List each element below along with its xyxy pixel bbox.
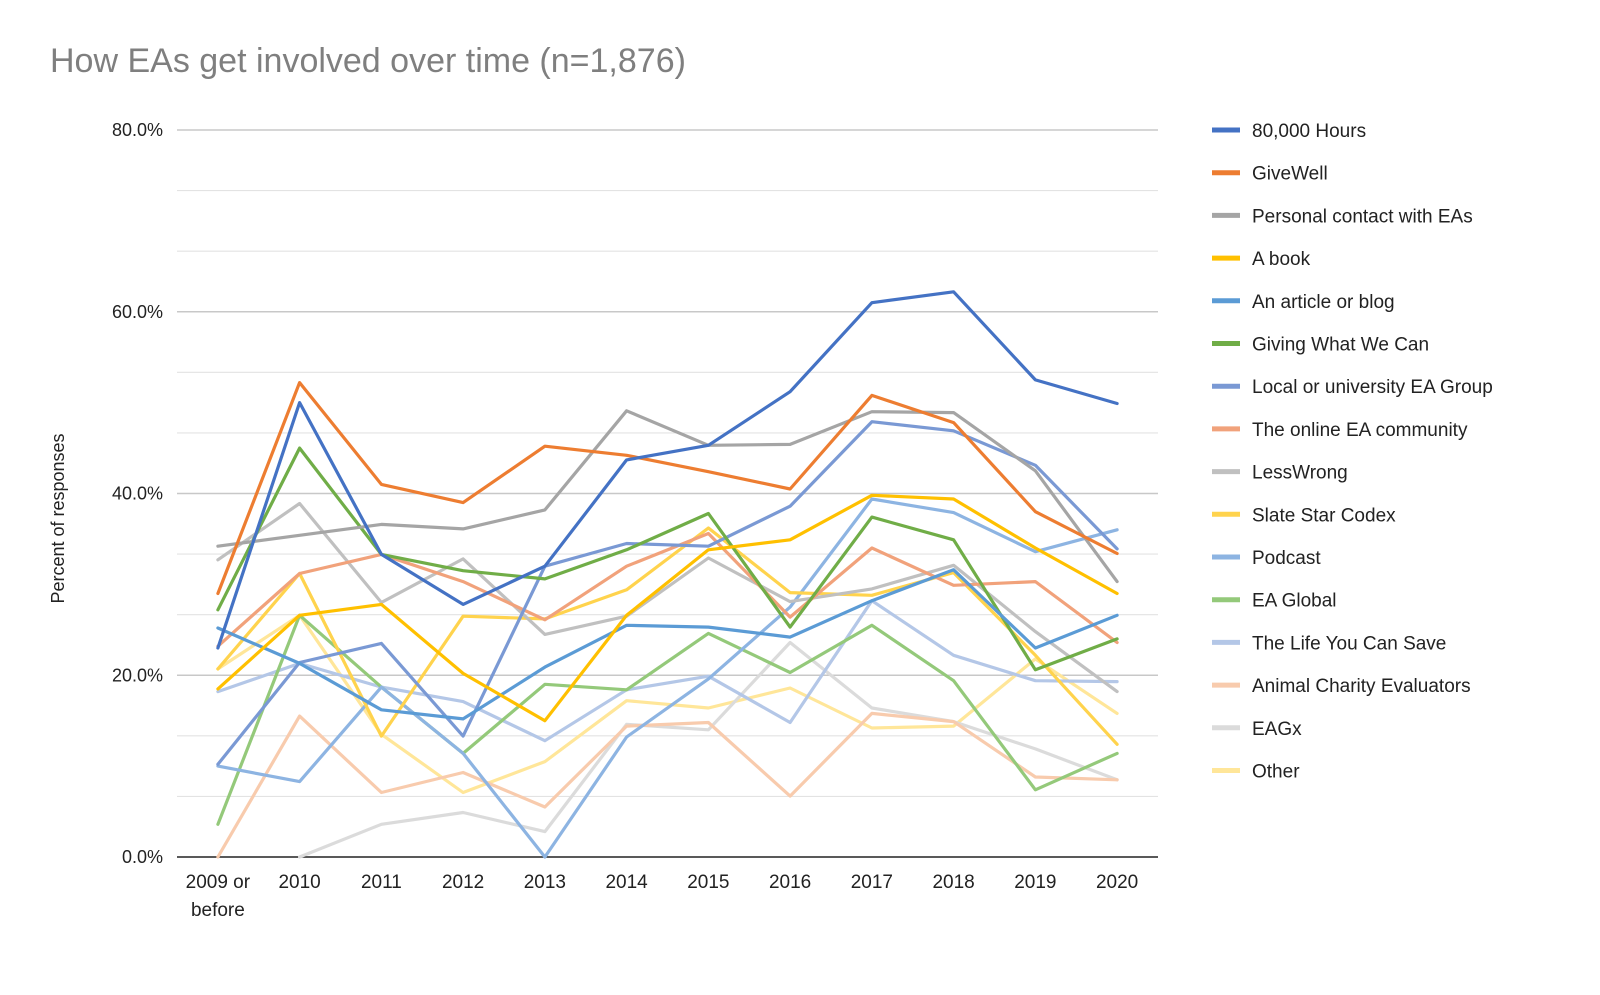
series-lines [216,290,1119,859]
legend-label-animal-charity-evaluators: Animal Charity Evaluators [1252,676,1471,697]
legend-label-podcast: Podcast [1252,548,1321,569]
legend-label-personal-contact-with-eas: Personal contact with EAs [1252,206,1473,227]
x-tick-label: 2014 [605,872,648,893]
chart-title: How EAs get involved over time (n=1,876) [50,42,686,80]
series-line-a-book [216,493,1119,723]
legend-label-the-online-ea-community: The online EA community [1252,420,1468,441]
x-tick-label: 2020 [1096,872,1138,893]
x-tick-label: 2018 [932,872,974,893]
legend-label-givewell: GiveWell [1252,164,1328,185]
legend-label-slate-star-codex: Slate Star Codex [1252,505,1396,526]
series-line-animal-charity-evaluators [216,711,1119,859]
legend-label-ea-global: EA Global [1252,591,1337,612]
series-line-eagx [298,640,1119,859]
legend-label-an-article-or-blog: An article or blog [1252,292,1395,313]
x-tick-label: 2016 [769,872,811,893]
legend-label-80-000-hours: 80,000 Hours [1252,121,1366,142]
x-tick-label: 2010 [278,872,320,893]
y-tick-label: 40.0% [112,484,163,504]
y-axis-title: Percent of responses [48,433,68,603]
series-line-other [216,613,1119,795]
legend-label-a-book: A book [1252,249,1311,270]
series-line-ea-global [216,613,1119,826]
legend-label-the-life-you-can-save: The Life You Can Save [1252,633,1446,654]
x-tick-label: 2011 [361,872,402,893]
y-tick-label: 20.0% [112,665,163,685]
legend: 80,000 Hours GiveWell Personal contact wit… [1212,121,1493,783]
y-tick-label: 0.0% [122,847,163,867]
x-tick-label: 2013 [524,872,566,893]
series-line-personal-contact-with-eas [216,409,1119,584]
legend-label-local-or-university-ea-group: Local or university EA Group [1252,377,1493,398]
legend-label-other: Other [1252,762,1300,783]
legend-label-giving-what-we-can: Giving What We Can [1252,335,1429,356]
x-tick-label: 2017 [851,872,893,893]
series-line-giving-what-we-can [216,446,1119,672]
x-tick-label: 2012 [442,872,484,893]
x-tick-label: 2019 [1014,872,1056,893]
legend-label-lesswrong: LessWrong [1252,463,1348,484]
y-tick-label: 80.0% [112,120,163,140]
x-tick-label: 2009 or before [186,872,251,921]
series-line-the-life-you-can-save [216,599,1119,743]
series-line-givewell [216,381,1119,596]
series-line-slate-star-codex [216,526,1119,746]
legend-label-eagx: EAGx [1252,719,1302,740]
y-tick-label: 60.0% [112,302,163,322]
x-tick-label: 2015 [687,872,729,893]
series-line-an-article-or-blog [216,568,1119,721]
series-line-lesswrong [216,501,1119,694]
series-line-80-000-hours [216,290,1119,650]
series-line-local-or-university-ea-group [216,420,1119,766]
